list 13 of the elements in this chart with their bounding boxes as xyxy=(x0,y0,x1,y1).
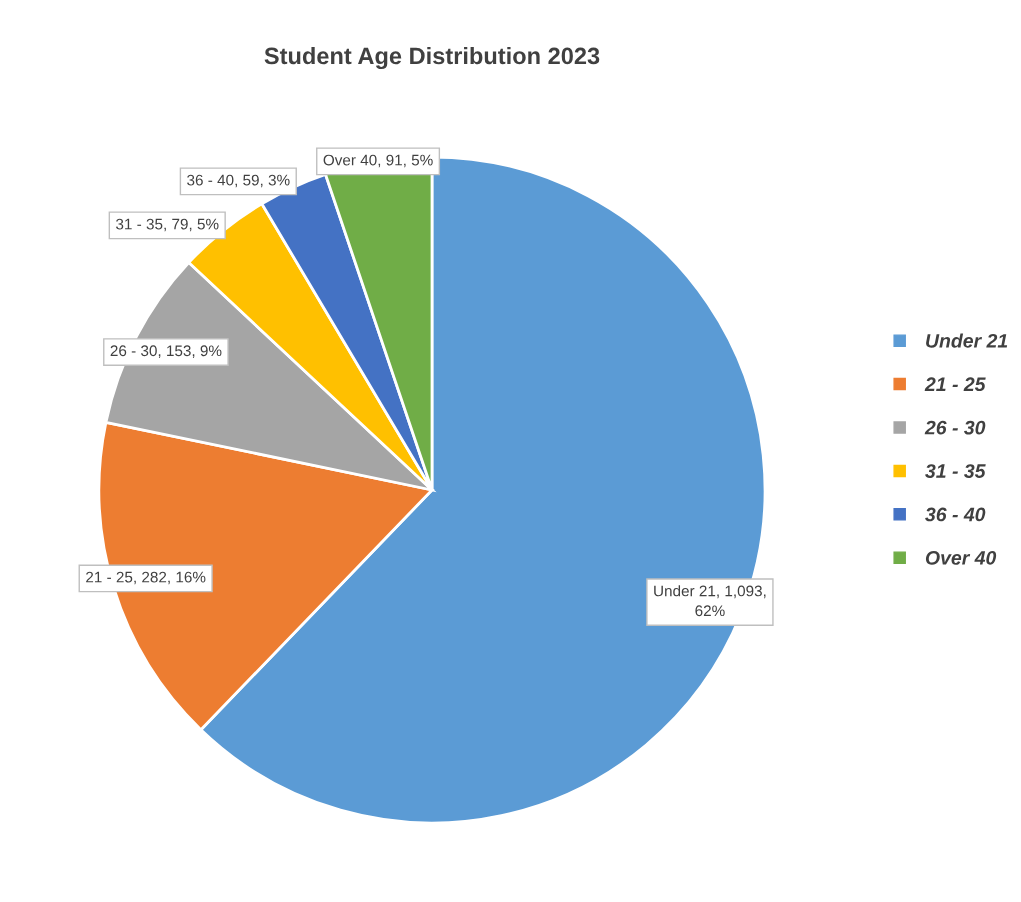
data-label: Over 40, 91, 5% xyxy=(323,154,433,168)
data-label: 36 - 40, 59, 3% xyxy=(187,174,290,188)
legend-label: 31 - 35 xyxy=(925,464,986,478)
legend-label: Over 40 xyxy=(925,550,997,565)
legend-label: 21 - 25 xyxy=(924,377,986,392)
data-label: 31 - 35, 79, 5% xyxy=(116,218,219,232)
legend-label: 26 - 30 xyxy=(924,420,986,435)
legend-label: 36 - 40 xyxy=(925,507,986,522)
data-label: Under 21, 1,093, 62% xyxy=(654,585,766,617)
data-label: 26 - 30, 153, 9% xyxy=(110,345,222,358)
legend-label: Under 21 xyxy=(926,333,1008,348)
chart-title: Student Age Distribution 2023 xyxy=(264,46,600,70)
data-label: 21 - 25, 282, 16% xyxy=(86,571,206,585)
